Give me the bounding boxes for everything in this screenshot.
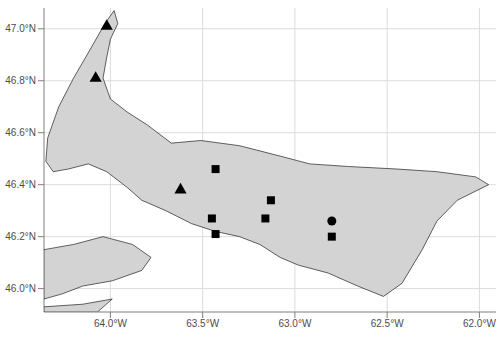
- svg-text:46.6°N: 46.6°N: [8, 127, 36, 138]
- svg-text:46.2°N: 46.2°N: [8, 231, 36, 242]
- svg-text:62.5°W: 62.5°W: [371, 318, 404, 329]
- svg-text:46.0°N: 46.0°N: [8, 283, 36, 294]
- svg-text:47.0°N: 47.0°N: [8, 23, 36, 34]
- svg-text:62.0°W: 62.0°W: [463, 318, 492, 329]
- svg-text:63.5°W: 63.5°W: [186, 318, 219, 329]
- svg-text:46.4°N: 46.4°N: [8, 179, 36, 190]
- svg-text:46.8°N: 46.8°N: [8, 75, 36, 86]
- svg-text:64.0°W: 64.0°W: [94, 318, 127, 329]
- svg-text:63.0°W: 63.0°W: [278, 318, 311, 329]
